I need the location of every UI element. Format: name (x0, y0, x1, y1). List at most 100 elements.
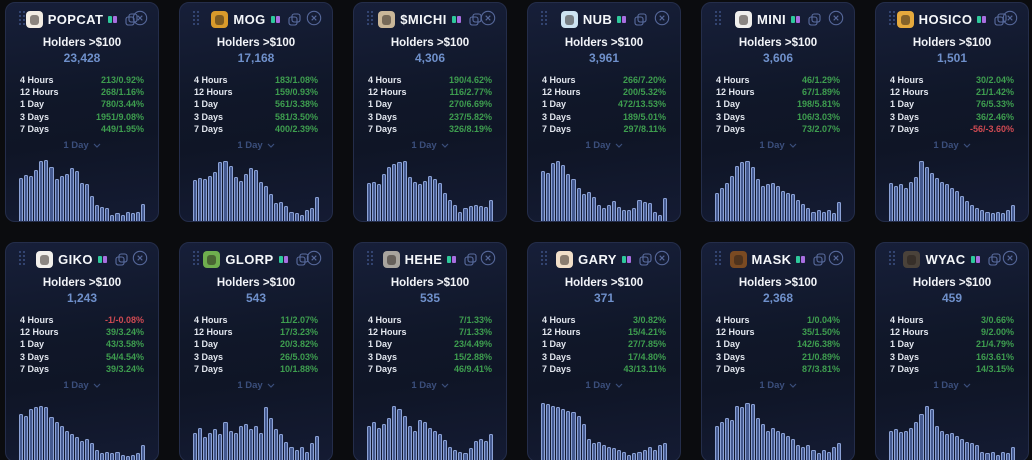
chart-bar (781, 190, 786, 221)
timeframe-dropdown[interactable]: 1 Day (876, 140, 1028, 151)
timeframe-dropdown[interactable]: 1 Day (6, 140, 158, 151)
stat-row: 12 Hours 116/2.77% (368, 86, 492, 98)
chart-bar (299, 447, 304, 460)
chart-bar (213, 171, 218, 221)
chart-bar (541, 170, 546, 221)
stat-label: 1 Day (542, 339, 567, 350)
close-icon[interactable] (828, 10, 844, 26)
drag-handle-icon[interactable] (193, 251, 200, 266)
copy-icon[interactable] (639, 252, 652, 266)
stat-label: 4 Hours (716, 315, 750, 326)
drag-handle-icon[interactable] (715, 251, 722, 266)
close-icon[interactable] (654, 10, 670, 26)
chart-type-badge-icon (451, 15, 461, 23)
timeframe-dropdown[interactable]: 1 Day (180, 140, 332, 151)
chart-bar (581, 194, 586, 221)
chart-bar (402, 161, 407, 221)
holders-chart (702, 158, 854, 221)
stat-row: 1 Day 27/7.85% (542, 338, 666, 350)
chart-bar (130, 454, 135, 460)
timeframe-dropdown[interactable]: 1 Day (702, 140, 854, 151)
chart-bar (397, 409, 402, 460)
copy-icon[interactable] (813, 252, 826, 266)
timeframe-dropdown[interactable]: 1 Day (528, 140, 680, 151)
drag-handle-icon[interactable] (193, 11, 200, 26)
timeframe-dropdown[interactable]: 1 Day (702, 380, 854, 391)
stat-row: 1 Day 472/13.53% (542, 98, 666, 110)
drag-handle-icon[interactable] (889, 251, 896, 266)
drag-handle-icon[interactable] (367, 11, 374, 26)
chart-bar (642, 202, 647, 221)
drag-handle-icon[interactable] (715, 11, 722, 26)
copy-icon[interactable] (115, 252, 128, 266)
chart-bar (914, 421, 919, 460)
chart-bar (309, 207, 314, 221)
stats-list: 4 Hours 7/1.33% 12 Hours 7/1.33% 1 Day 2… (354, 314, 506, 375)
close-icon[interactable] (306, 250, 322, 266)
close-icon[interactable] (1002, 10, 1018, 26)
chart-bar (433, 178, 438, 221)
copy-icon[interactable] (808, 12, 821, 26)
chart-bar (791, 438, 796, 460)
chart-bar (198, 178, 203, 221)
close-icon[interactable] (306, 10, 322, 26)
close-icon[interactable] (480, 10, 496, 26)
stat-row: 12 Hours 268/1.16% (20, 86, 144, 98)
timeframe-dropdown[interactable]: 1 Day (528, 380, 680, 391)
holders-chart (876, 398, 1028, 460)
copy-icon[interactable] (988, 252, 1001, 266)
chart-bar (289, 212, 294, 221)
stat-value: 11/2.07% (280, 315, 318, 326)
chart-bar (791, 194, 796, 221)
drag-handle-icon[interactable] (19, 11, 26, 26)
close-icon[interactable] (132, 250, 148, 266)
stat-row: 3 Days 106/3.03% (716, 111, 840, 123)
stat-label: 12 Hours (194, 87, 233, 98)
chart-bar (1000, 213, 1005, 221)
stat-value: 326/8.19% (448, 123, 492, 134)
timeframe-dropdown[interactable]: 1 Day (180, 380, 332, 391)
chart-bar (816, 453, 821, 460)
close-icon[interactable] (828, 250, 844, 266)
stat-value: 159/0.93% (274, 87, 318, 98)
chart-bar (314, 435, 319, 460)
timeframe-dropdown[interactable]: 1 Day (6, 380, 158, 391)
drag-handle-icon[interactable] (541, 251, 548, 266)
close-icon[interactable] (480, 250, 496, 266)
drag-handle-icon[interactable] (541, 11, 548, 26)
chart-type-badge-icon (621, 255, 631, 263)
copy-icon[interactable] (464, 252, 477, 266)
close-icon[interactable] (132, 10, 148, 26)
chevron-down-icon (789, 143, 797, 148)
chart-bar (632, 208, 637, 221)
holders-value: 535 (419, 291, 441, 305)
chart-bar (985, 211, 990, 221)
chevron-down-icon (93, 383, 101, 388)
copy-icon[interactable] (469, 12, 482, 26)
chart-bar (750, 404, 755, 460)
holders-chart (354, 158, 506, 221)
close-icon[interactable] (1002, 250, 1018, 266)
chart-bar (243, 174, 248, 221)
drag-handle-icon[interactable] (889, 11, 896, 26)
close-icon[interactable] (654, 250, 670, 266)
timeframe-dropdown[interactable]: 1 Day (354, 140, 506, 151)
chart-bar (69, 434, 74, 460)
card-header: WYAC (876, 248, 1028, 270)
chart-bar (203, 437, 208, 460)
chart-bar (627, 454, 632, 460)
chart-bar (304, 451, 309, 460)
timeframe-dropdown[interactable]: 1 Day (876, 380, 1028, 391)
drag-handle-icon[interactable] (367, 251, 374, 266)
chart-bar (248, 429, 253, 460)
copy-icon[interactable] (634, 12, 647, 26)
drag-handle-icon[interactable] (19, 251, 26, 266)
stat-value: 198/5.81% (796, 99, 840, 110)
stat-label: 4 Hours (368, 75, 402, 86)
stat-row: 7 Days 326/8.19% (368, 123, 492, 135)
chart-bar (85, 184, 90, 221)
chart-bar (980, 451, 985, 460)
timeframe-dropdown[interactable]: 1 Day (354, 380, 506, 391)
chart-bar (125, 455, 130, 460)
copy-icon[interactable] (288, 12, 301, 26)
